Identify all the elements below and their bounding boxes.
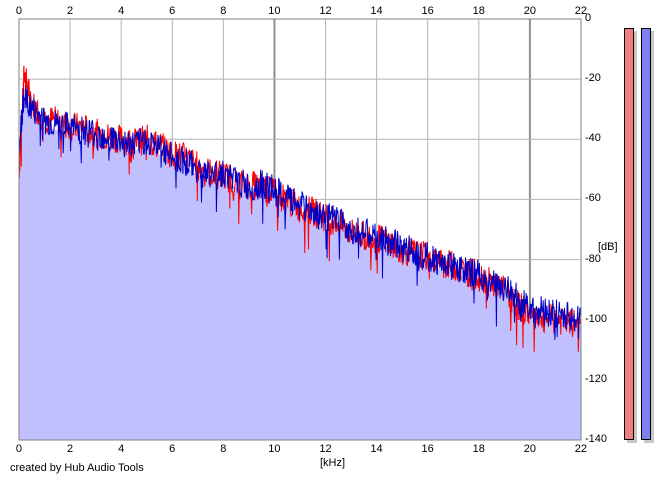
x-tick-label-top: 14 (370, 5, 383, 17)
y-tick-label: -40 (585, 132, 601, 145)
plot-frame (18, 18, 582, 441)
x-tick-label-top: 8 (220, 5, 227, 17)
x-tick-label-bottom: 12 (319, 443, 332, 455)
series-lines (18, 65, 582, 353)
y-tick-label: -140 (585, 433, 608, 445)
level-meter-right (641, 28, 651, 440)
x-tick-label-bottom: 10 (268, 443, 281, 455)
x-tick-label-top: 10 (268, 5, 281, 17)
series-line-1 (18, 85, 582, 340)
x-tick-label-bottom: 8 (220, 443, 227, 455)
x-tick-label-bottom: 20 (523, 443, 536, 455)
x-tick-label-top: 20 (523, 5, 536, 17)
x-tick-label-bottom: 16 (421, 443, 434, 455)
x-tick-label-top: 12 (319, 5, 332, 17)
y-tick-label: -120 (585, 372, 608, 385)
x-tick-label-top: 18 (472, 5, 485, 17)
y-tick-label: -60 (585, 192, 601, 205)
x-tick-label-top: 6 (169, 5, 176, 17)
y-tick-label: -100 (585, 312, 608, 325)
y-tick-label: -80 (585, 252, 601, 265)
footer-credit: created by Hub Audio Tools (10, 462, 144, 474)
x-tick-label-bottom: 0 (15, 443, 23, 455)
x-tick-label-top: 2 (66, 5, 74, 17)
x-tick-label-top: 16 (421, 5, 434, 17)
y-tick-label: -20 (585, 72, 601, 85)
x-tick-label-bottom: 14 (370, 443, 383, 455)
x-tick-label-bottom: 6 (169, 443, 176, 455)
x-tick-label-top: 4 (118, 5, 125, 17)
y-axis-label: [dB] (598, 241, 618, 253)
y-tick-label: 0 (585, 12, 592, 24)
spectrum-fill-area (19, 103, 581, 440)
x-tick-label-top: 0 (15, 5, 23, 17)
x-tick-label-top: 22 (574, 5, 588, 17)
x-tick-label-bottom: 22 (574, 443, 588, 455)
x-tick-label-bottom: 2 (66, 443, 74, 455)
x-tick-label-bottom: 18 (472, 443, 485, 455)
x-axis-label: [kHz] (320, 457, 346, 469)
x-tick-label-bottom: 4 (118, 443, 125, 455)
level-meter-left (624, 28, 634, 440)
